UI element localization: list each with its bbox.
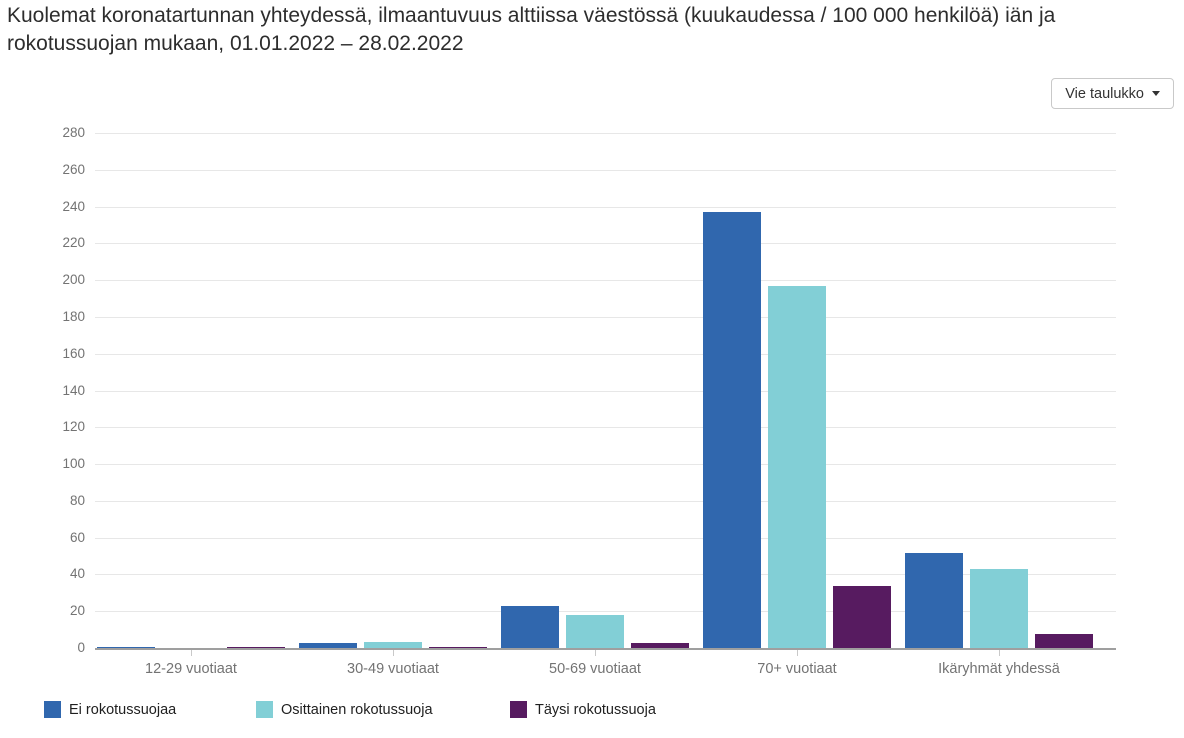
gridline xyxy=(95,280,1116,282)
legend-label: Ei rokotussuojaa xyxy=(69,701,177,718)
bar-1-5[interactable] xyxy=(905,553,963,650)
y-axis-tick-label: 180 xyxy=(62,308,85,324)
x-axis-tick xyxy=(595,650,596,656)
legend-item-3[interactable]: Täysi rokotussuoja xyxy=(510,701,656,718)
caret-down-icon xyxy=(1152,91,1160,96)
gridline xyxy=(95,133,1116,134)
gridline xyxy=(95,316,1116,318)
legend-item-1[interactable]: Ei rokotussuojaa xyxy=(44,701,176,718)
x-axis-category-label: 12-29 vuotiaat xyxy=(145,661,237,677)
y-axis-tick-label: 0 xyxy=(77,640,85,655)
bar-2-3[interactable] xyxy=(566,614,624,650)
gridline xyxy=(95,169,1116,171)
gridline xyxy=(95,537,1116,539)
y-axis-tick-label: 260 xyxy=(62,161,85,177)
bar-1-3[interactable] xyxy=(501,606,559,650)
export-table-label: Vie taulukko xyxy=(1065,85,1144,102)
bar-2-5[interactable] xyxy=(970,569,1028,650)
y-axis-tick-label: 280 xyxy=(62,125,85,140)
gridline xyxy=(95,611,1116,613)
legend-swatch-icon xyxy=(44,701,61,718)
gridline xyxy=(95,390,1116,392)
gridline xyxy=(95,243,1116,245)
legend-item-2[interactable]: Osittainen rokotussuoja xyxy=(256,701,433,718)
bar-2-4[interactable] xyxy=(768,286,826,650)
y-axis-tick-label: 160 xyxy=(62,345,85,361)
y-axis-tick-label: 220 xyxy=(62,235,85,251)
gridline xyxy=(95,464,1116,466)
x-axis-category-label: 50-69 vuotiaat xyxy=(549,661,641,677)
y-axis-tick-label: 20 xyxy=(69,603,85,619)
gridline xyxy=(95,574,1116,576)
bar-2-2[interactable] xyxy=(364,642,422,650)
bar-3-3[interactable] xyxy=(631,643,689,650)
y-axis-tick-label: 140 xyxy=(62,382,85,398)
y-axis-tick-label: 100 xyxy=(62,456,85,472)
bar-3-5[interactable] xyxy=(1035,634,1093,650)
y-axis-tick-label: 80 xyxy=(69,492,85,508)
legend-label: Osittainen rokotussuoja xyxy=(281,701,433,718)
x-axis-baseline xyxy=(95,648,1116,650)
y-axis-tick-label: 120 xyxy=(62,419,85,435)
x-axis-category-label: 70+ vuotiaat xyxy=(757,661,837,677)
bar-3-4[interactable] xyxy=(833,586,891,650)
x-axis-tick xyxy=(797,650,798,656)
legend-swatch-icon xyxy=(510,701,527,718)
x-axis-category-label: Ikäryhmät yhdessä xyxy=(938,661,1060,677)
bar-1-2[interactable] xyxy=(299,643,357,650)
export-table-button[interactable]: Vie taulukko xyxy=(1051,78,1174,109)
x-axis-tick xyxy=(393,650,394,656)
x-axis-tick xyxy=(999,650,1000,656)
plot-area xyxy=(95,133,1116,650)
gridline xyxy=(95,206,1116,208)
legend-label: Täysi rokotussuoja xyxy=(535,701,656,718)
x-axis-tick xyxy=(191,650,192,656)
gridline xyxy=(95,427,1116,429)
legend-swatch-icon xyxy=(256,701,273,718)
y-axis-tick-label: 200 xyxy=(62,272,85,288)
y-axis-tick-label: 240 xyxy=(62,198,85,214)
gridline xyxy=(95,353,1116,355)
y-axis-tick-label: 40 xyxy=(69,566,85,582)
bar-1-4[interactable] xyxy=(703,211,761,650)
gridline xyxy=(95,500,1116,502)
y-axis-tick-label: 60 xyxy=(69,529,85,545)
x-axis-category-label: 30-49 vuotiaat xyxy=(347,661,439,677)
chart-title: Kuolemat koronatartunnan yhteydessä, ilm… xyxy=(7,4,1056,56)
